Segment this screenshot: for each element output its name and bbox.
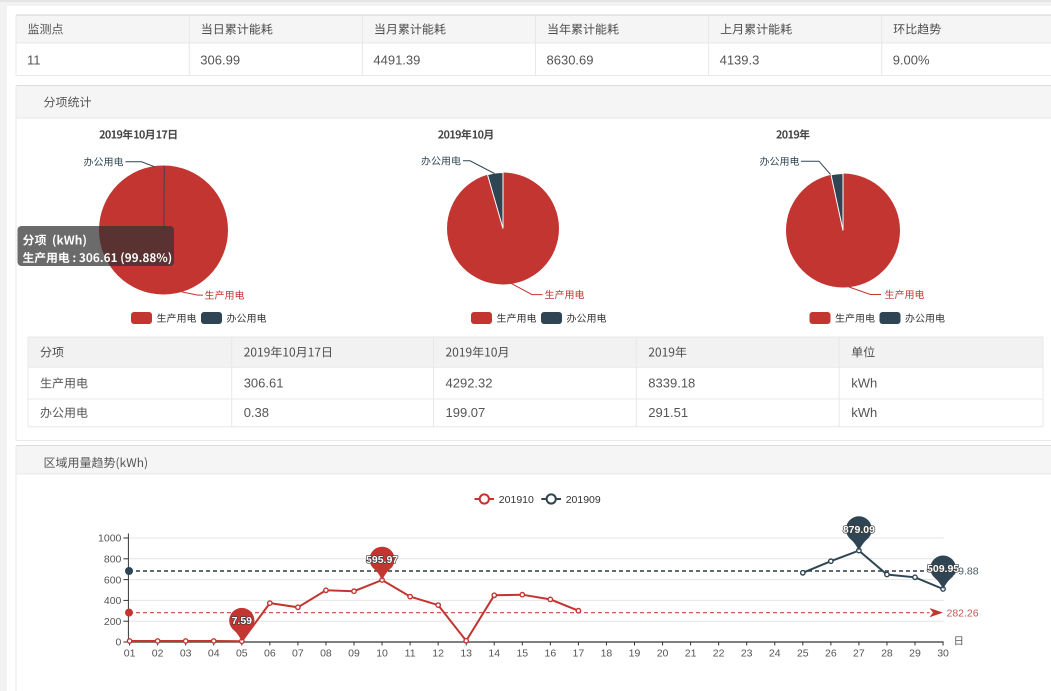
svg-text:282.26: 282.26	[947, 607, 979, 619]
svg-text:800: 800	[104, 554, 122, 566]
svg-text:291.51: 291.51	[648, 405, 688, 420]
svg-text:306.61: 306.61	[244, 376, 284, 391]
svg-text:4139.3: 4139.3	[720, 52, 760, 67]
svg-text:17: 17	[573, 648, 585, 660]
svg-text:595.97: 595.97	[366, 554, 398, 566]
svg-text:1000: 1000	[98, 533, 122, 545]
svg-text:28: 28	[881, 648, 893, 660]
svg-text:09: 09	[348, 648, 360, 660]
svg-text:29: 29	[909, 648, 921, 660]
svg-text:21: 21	[685, 648, 697, 660]
svg-text:14: 14	[488, 648, 500, 660]
svg-text:25: 25	[797, 648, 809, 660]
svg-text:11: 11	[405, 648, 416, 660]
svg-text:08: 08	[320, 648, 332, 660]
svg-text:04: 04	[208, 648, 220, 660]
svg-text:05: 05	[236, 648, 248, 660]
svg-text:12: 12	[432, 648, 444, 660]
svg-text:306.99: 306.99	[200, 52, 240, 67]
svg-text:4491.39: 4491.39	[373, 52, 420, 67]
svg-text:26: 26	[825, 648, 837, 660]
svg-text:18: 18	[601, 648, 613, 660]
svg-text:9.00%: 9.00%	[893, 52, 930, 67]
svg-text:23: 23	[741, 648, 753, 660]
svg-text:4292.32: 4292.32	[446, 376, 493, 391]
svg-text:24: 24	[769, 648, 781, 660]
svg-text:7.59: 7.59	[232, 615, 253, 627]
svg-text:16: 16	[545, 648, 557, 660]
svg-text:0: 0	[116, 637, 122, 649]
svg-text:11: 11	[27, 52, 41, 67]
svg-text:509.95: 509.95	[927, 563, 959, 575]
svg-text:201910: 201910	[499, 494, 534, 506]
svg-text:30: 30	[937, 648, 949, 660]
svg-text:15: 15	[516, 648, 528, 660]
svg-text:07: 07	[292, 648, 304, 660]
svg-text:600: 600	[104, 574, 122, 586]
svg-text:879.09: 879.09	[843, 524, 875, 536]
svg-text:400: 400	[104, 595, 122, 607]
svg-text:22: 22	[713, 648, 725, 660]
svg-text:10: 10	[376, 648, 388, 660]
svg-text:199.07: 199.07	[446, 405, 486, 420]
svg-text:19: 19	[629, 648, 641, 660]
svg-text:8339.18: 8339.18	[648, 376, 695, 391]
svg-text:20: 20	[657, 648, 669, 660]
svg-text:0.38: 0.38	[244, 405, 269, 420]
svg-text:02: 02	[152, 648, 164, 660]
svg-text:kWh: kWh	[851, 376, 877, 391]
svg-text:01: 01	[124, 648, 136, 660]
svg-text:06: 06	[264, 648, 276, 660]
svg-text:200: 200	[104, 616, 122, 628]
svg-text:201909: 201909	[566, 494, 601, 506]
svg-text:kWh: kWh	[851, 405, 877, 420]
svg-text:13: 13	[460, 648, 472, 660]
svg-text:03: 03	[180, 648, 192, 660]
svg-text:8630.69: 8630.69	[547, 52, 594, 67]
svg-text:27: 27	[853, 648, 865, 660]
